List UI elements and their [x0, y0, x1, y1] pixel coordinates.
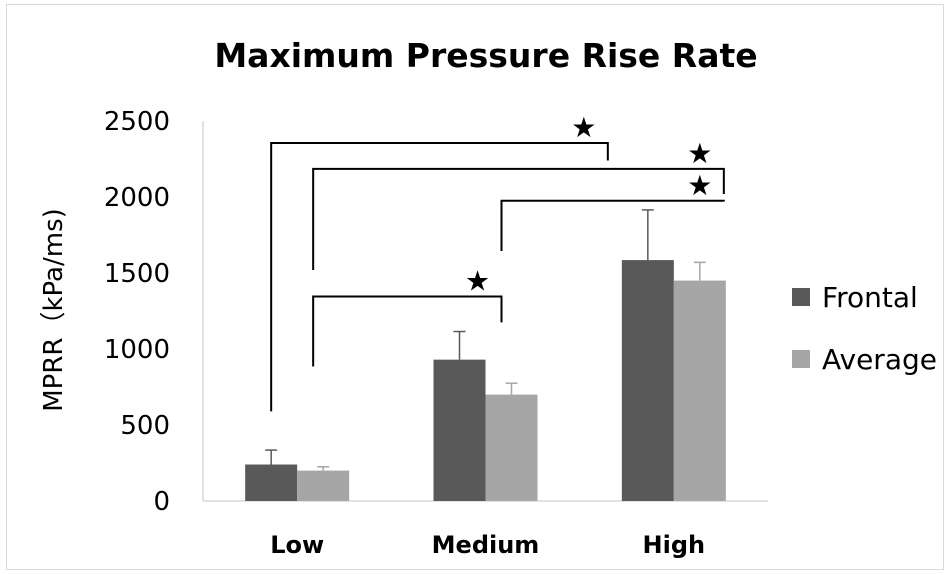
y-tick-label: 2500: [104, 107, 170, 137]
bar-average-low: [297, 470, 350, 501]
bar-frontal-high: [621, 260, 674, 501]
y-tick-label: 1500: [104, 259, 170, 289]
x-tick-label: Low: [270, 531, 324, 559]
significance-bracket: [312, 167, 725, 270]
chart-title: Maximum Pressure Rise Rate: [214, 36, 757, 75]
significance-star: ★: [687, 169, 712, 202]
significance-bracket: [500, 199, 725, 251]
y-tick-label: 2000: [104, 183, 170, 213]
bar-average-high: [673, 280, 726, 501]
legend-swatch-average: [792, 350, 810, 368]
y-tick-label: 0: [153, 487, 170, 517]
significance-bracket: [312, 295, 503, 367]
legend: Frontal Average: [792, 281, 937, 376]
significance-bracket: [270, 142, 609, 412]
bar-frontal-low: [245, 464, 298, 501]
x-axis-ticks: Low Medium High: [270, 531, 705, 559]
x-tick-label: Medium: [432, 531, 540, 559]
error-bars: [265, 209, 706, 471]
significance-star: ★: [687, 137, 712, 170]
bars: [245, 260, 726, 501]
significance-star: ★: [571, 111, 596, 144]
y-tick-label: 1000: [104, 335, 170, 365]
legend-swatch-frontal: [792, 288, 810, 306]
y-tick-label: 500: [120, 411, 170, 441]
bar-frontal-medium: [433, 359, 486, 501]
y-axis-label: MPRR（kPa/ms): [39, 208, 69, 412]
bar-average-medium: [485, 394, 538, 501]
significance-star: ★: [465, 265, 490, 298]
y-axis-ticks: 0 500 1000 1500 2000 2500: [104, 107, 170, 517]
significance-brackets: ★★★★: [270, 111, 725, 412]
legend-label-frontal: Frontal: [822, 281, 918, 314]
x-tick-label: High: [643, 531, 706, 559]
legend-label-average: Average: [822, 343, 937, 376]
